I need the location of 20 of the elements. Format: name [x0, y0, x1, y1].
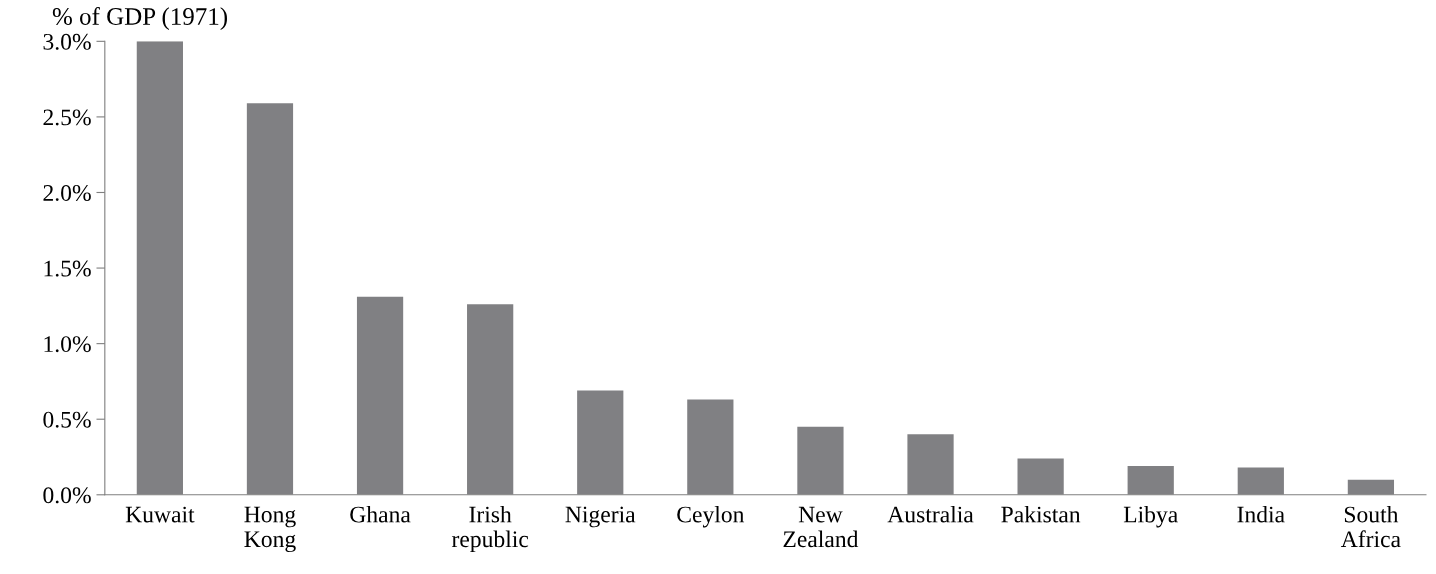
x-tick-label: Libya [1123, 505, 1178, 528]
x-tick-label: Nigeria [565, 506, 636, 528]
y-axis-title: % of GDP (1971) [52, 7, 228, 30]
x-tick-label: Australia [887, 505, 974, 523]
y-tick-label: 1.0% [44, 336, 91, 353]
x-tick-label: New Zealand [783, 506, 859, 548]
x-tick-label: Irish republic [451, 505, 529, 552]
x-tick-label: Ghana [350, 505, 411, 523]
x-tick-label: South Africa [1340, 505, 1401, 548]
y-tick-label: 0.0% [43, 487, 91, 504]
y-tick-label: 3.0% [43, 33, 91, 50]
x-tick-label: Hong Kong [244, 506, 296, 553]
x-tick-label: Pakistan [1001, 505, 1081, 523]
y-tick-label: 2.0% [43, 184, 91, 202]
x-tick-label: India [1237, 505, 1285, 523]
y-tick-label: 2.5% [43, 109, 91, 126]
y-tick-label: 1.5% [44, 260, 91, 277]
x-tick-label: Kuwait [125, 506, 195, 523]
x-tick-label: Ceylon [677, 505, 745, 528]
y-tick-label: 0.5% [43, 411, 91, 428]
